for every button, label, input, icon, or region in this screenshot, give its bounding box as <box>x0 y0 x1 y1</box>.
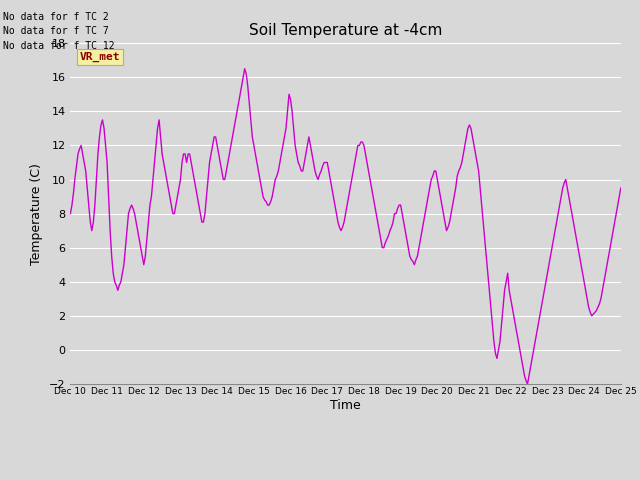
Title: Soil Temperature at -4cm: Soil Temperature at -4cm <box>249 23 442 38</box>
Y-axis label: Temperature (C): Temperature (C) <box>31 163 44 264</box>
X-axis label: Time: Time <box>330 398 361 411</box>
Text: No data for f TC 2: No data for f TC 2 <box>3 12 109 22</box>
Text: No data for f TC 12: No data for f TC 12 <box>3 41 115 51</box>
Text: VR_met: VR_met <box>80 52 120 62</box>
Legend: Tair: Tair <box>309 478 382 480</box>
Text: No data for f TC 7: No data for f TC 7 <box>3 26 109 36</box>
